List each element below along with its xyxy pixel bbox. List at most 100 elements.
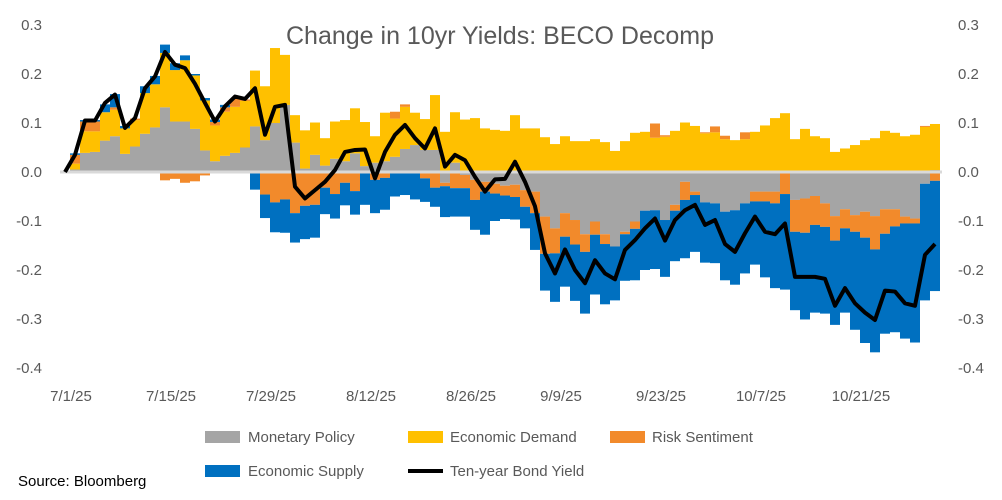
bar-demand	[660, 136, 670, 172]
bar-supply	[820, 226, 830, 314]
bar-monetary	[360, 166, 370, 172]
bar-supply	[100, 104, 110, 113]
bar-monetary	[560, 172, 570, 214]
y-tick-label-right: -0.2	[958, 262, 984, 279]
bar-supply	[860, 237, 870, 344]
bar-risk	[90, 121, 100, 132]
bar-supply	[250, 172, 260, 190]
bar-supply	[350, 191, 360, 215]
bar-monetary	[210, 161, 220, 172]
bar-demand	[630, 132, 640, 172]
bar-risk	[570, 220, 580, 245]
bar-monetary	[770, 172, 780, 192]
bar-demand	[330, 121, 340, 159]
y-tick-label-left: -0.3	[16, 311, 42, 328]
bar-risk	[920, 125, 930, 127]
bar-risk	[300, 172, 310, 206]
bar-demand	[490, 129, 500, 172]
bar-risk	[190, 172, 200, 182]
bar-risk	[890, 209, 900, 227]
bar-supply	[480, 191, 490, 235]
x-tick-label: 8/12/25	[346, 388, 396, 405]
bar-demand	[170, 70, 180, 122]
bar-risk	[590, 221, 600, 235]
bar-monetary	[720, 172, 730, 212]
bar-supply	[290, 213, 300, 243]
bar-monetary	[590, 172, 600, 222]
bar-supply	[360, 172, 370, 205]
bar-demand	[550, 144, 560, 172]
bar-supply	[700, 202, 710, 263]
bar-demand	[900, 136, 910, 172]
bar-monetary	[120, 153, 130, 172]
bar-monetary	[180, 121, 190, 172]
bar-demand	[370, 136, 380, 163]
bar-monetary	[170, 121, 180, 172]
bar-monetary	[710, 172, 720, 204]
bar-risk	[690, 191, 700, 196]
bar-supply	[370, 179, 380, 214]
legend: Monetary Policy Economic Demand Risk Sen…	[205, 429, 754, 480]
bar-risk	[710, 126, 720, 133]
bar-supply	[680, 199, 690, 259]
bar-supply	[320, 187, 330, 215]
legend-label: Monetary Policy	[248, 429, 355, 446]
bar-demand	[780, 113, 790, 172]
bar-risk	[550, 228, 560, 254]
bar-supply	[730, 210, 740, 285]
bar-monetary	[760, 172, 770, 192]
x-tick-label: 7/29/25	[246, 388, 296, 405]
bar-demand	[300, 130, 310, 169]
bar-risk	[160, 172, 170, 181]
bar-demand	[670, 130, 680, 172]
bar-risk	[680, 181, 690, 200]
bar-monetary	[420, 149, 430, 172]
bar-demand	[760, 125, 770, 172]
bar-demand	[90, 131, 100, 152]
bar-risk	[850, 215, 860, 232]
bar-demand	[120, 128, 130, 154]
bar-monetary	[610, 172, 620, 247]
bar-monetary	[530, 172, 540, 192]
legend-item-monetary-policy: Monetary Policy	[205, 429, 355, 446]
bar-supply	[640, 210, 650, 270]
bar-risk	[330, 172, 340, 195]
bar-demand	[730, 140, 740, 172]
bar-demand	[450, 112, 460, 163]
bar-demand	[500, 130, 510, 172]
bar-supply	[330, 194, 340, 219]
bar-risk	[800, 198, 810, 233]
bar-demand	[740, 139, 750, 172]
legend-item-economic-supply: Economic Supply	[205, 463, 364, 480]
bar-risk	[810, 196, 820, 225]
bar-monetary	[380, 161, 390, 172]
bar-risk	[620, 231, 630, 235]
bar-monetary	[230, 152, 240, 172]
bar-demand	[260, 86, 270, 141]
bar-monetary	[580, 172, 590, 235]
bar-demand	[410, 112, 420, 146]
bar-risk	[840, 209, 850, 229]
right-y-axis-labels: 0.3 0.2 0.1 0.0 -0.1 -0.2 -0.3 -0.4	[958, 17, 984, 377]
bar-risk	[70, 154, 80, 164]
bar-supply	[840, 228, 850, 313]
bar-monetary	[250, 126, 260, 172]
bar-monetary	[130, 146, 140, 172]
bar-supply	[890, 226, 900, 333]
y-tick-label-right: -0.3	[958, 311, 984, 328]
bar-supply	[190, 74, 200, 76]
legend-swatch-monetary	[205, 431, 240, 443]
bar-monetary	[540, 172, 550, 217]
bar-demand	[910, 134, 920, 172]
bar-demand	[600, 142, 610, 172]
bar-monetary	[270, 123, 280, 172]
bar-risk	[580, 234, 590, 252]
bar-demand	[380, 112, 390, 162]
bar-monetary	[190, 128, 200, 172]
bar-supply	[660, 220, 670, 277]
bar-demand	[180, 60, 190, 122]
bar-monetary	[890, 172, 900, 210]
bar-risk	[510, 184, 520, 197]
bar-demand	[430, 95, 440, 150]
bar-supply	[530, 213, 540, 250]
